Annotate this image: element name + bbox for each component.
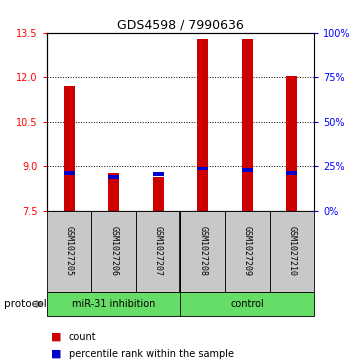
Bar [225,211,270,292]
Bar [108,174,119,211]
Text: ■: ■ [51,331,61,342]
Bar [136,211,180,292]
Bar [153,178,164,211]
Bar [270,211,314,292]
Bar [180,292,314,316]
Bar [197,38,208,211]
Text: GSM1027206: GSM1027206 [109,227,118,276]
Text: GSM1027207: GSM1027207 [154,227,163,276]
Bar [47,292,180,316]
Bar [242,168,253,172]
Text: count: count [69,331,96,342]
Bar [64,171,75,175]
Text: GSM1027210: GSM1027210 [287,227,296,276]
Bar [47,211,91,292]
Text: GSM1027209: GSM1027209 [243,227,252,276]
Text: GSM1027208: GSM1027208 [198,227,207,276]
Bar [180,211,225,292]
Bar [153,172,164,176]
Bar [91,211,136,292]
Bar [286,76,297,211]
Title: GDS4598 / 7990636: GDS4598 / 7990636 [117,19,244,32]
Text: percentile rank within the sample: percentile rank within the sample [69,349,234,359]
Text: protocol: protocol [4,299,46,309]
Text: GSM1027205: GSM1027205 [65,227,74,276]
Bar [64,86,75,211]
Bar [197,167,208,170]
Text: miR-31 inhibition: miR-31 inhibition [72,299,155,309]
Bar [242,38,253,211]
Bar [108,175,119,179]
Text: control: control [230,299,264,309]
Text: ■: ■ [51,349,61,359]
Bar [286,171,297,175]
